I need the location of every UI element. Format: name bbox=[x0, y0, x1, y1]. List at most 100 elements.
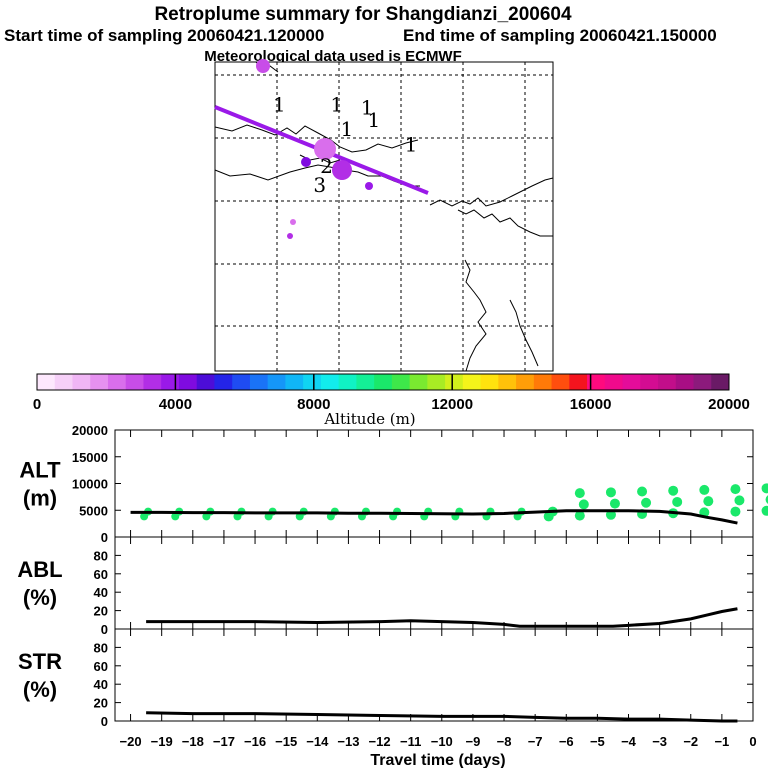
x-tick-label: −9 bbox=[465, 734, 480, 749]
colorbar-swatch bbox=[107, 374, 127, 390]
colorbar-swatch bbox=[125, 374, 144, 390]
y-axis-label-str: (%) bbox=[23, 677, 57, 702]
map-marker-label: 1 bbox=[361, 96, 374, 120]
altitude-dot bbox=[578, 499, 589, 510]
altitude-dot bbox=[699, 484, 710, 495]
y-tick-label: 0 bbox=[101, 530, 108, 545]
x-tick-label: −1 bbox=[714, 734, 729, 749]
colorbar-swatch bbox=[338, 374, 357, 390]
altitude-dot bbox=[765, 495, 768, 504]
colorbar-swatch bbox=[37, 374, 56, 390]
x-tick-label: −7 bbox=[528, 734, 543, 749]
map-marker-label: 3 bbox=[313, 173, 326, 197]
colorbar-tick-label: 0 bbox=[33, 396, 41, 413]
colorbar-swatch bbox=[196, 374, 215, 390]
colorbar-swatch bbox=[374, 374, 393, 390]
panel-frame-alt bbox=[114, 429, 754, 538]
map-marker-label: 1 bbox=[330, 92, 343, 116]
map-marker-label: 1 bbox=[340, 117, 353, 141]
colorbar-swatch bbox=[658, 374, 677, 390]
plume-blob bbox=[256, 59, 270, 73]
colorbar-swatch bbox=[640, 374, 659, 390]
y-tick-label: 20 bbox=[94, 696, 108, 711]
x-tick-label: −20 bbox=[120, 734, 142, 749]
met-data-label: Meteorological data used is ECMWF bbox=[204, 48, 462, 65]
x-tick-label: −8 bbox=[497, 734, 512, 749]
end-time-label: End time of sampling 20060421.150000 bbox=[403, 26, 717, 45]
x-axis-label: Travel time (days) bbox=[370, 752, 505, 768]
altitude-dot bbox=[761, 483, 768, 494]
colorbar-tick-label: 4000 bbox=[159, 396, 192, 413]
colorbar-swatch bbox=[232, 374, 251, 390]
time-series-panels: 0 5000 10000 15000 20000 ALT (m) 0 20 40 60 80 ABL (%… bbox=[17, 423, 768, 749]
colorbar-swatch bbox=[551, 374, 570, 390]
colorbar-swatch bbox=[533, 374, 553, 390]
x-tick-label: −2 bbox=[683, 734, 698, 749]
colorbar-swatch bbox=[516, 374, 535, 390]
x-tick-label: −13 bbox=[337, 734, 359, 749]
colorbar-swatch bbox=[462, 374, 482, 390]
colorbar-swatch bbox=[267, 374, 286, 390]
colorbar-label: Altitude (m) bbox=[323, 410, 415, 428]
plume-blob bbox=[290, 219, 296, 225]
colorbar-swatch bbox=[249, 374, 269, 390]
y-tick-label: 20000 bbox=[72, 423, 108, 438]
colorbar-swatch bbox=[445, 374, 464, 390]
y-tick-label: 80 bbox=[94, 548, 108, 563]
altitude-dot bbox=[609, 498, 620, 509]
str-line bbox=[146, 711, 738, 723]
altitude-dot bbox=[730, 506, 741, 517]
y-tick-label: 0 bbox=[101, 714, 108, 729]
plume-blob bbox=[365, 182, 373, 190]
x-tick-label: −6 bbox=[559, 734, 574, 749]
altitude-dot bbox=[730, 484, 741, 495]
panel-frame-abl bbox=[114, 536, 754, 630]
colorbar-swatch bbox=[711, 374, 730, 390]
colorbar-swatch bbox=[54, 374, 73, 390]
colorbar-swatch bbox=[72, 374, 91, 390]
plume-blob bbox=[314, 138, 336, 160]
colorbar-swatch bbox=[427, 374, 446, 390]
y-tick-label: 40 bbox=[94, 585, 108, 600]
x-tick-label: −18 bbox=[182, 734, 204, 749]
x-tick-label: −12 bbox=[369, 734, 391, 749]
x-tick-label: −17 bbox=[213, 734, 235, 749]
colorbar-tick-label: 20000 bbox=[708, 396, 750, 413]
colorbar-swatch bbox=[693, 374, 712, 390]
colorbar-swatch bbox=[214, 374, 233, 390]
altitude-dots bbox=[140, 483, 768, 522]
colorbar-swatch bbox=[604, 374, 624, 390]
colorbar-tick-label: 12000 bbox=[431, 396, 473, 413]
colorbar-swatch bbox=[409, 374, 428, 390]
altitude-dot bbox=[668, 485, 679, 496]
y-tick-label: 5000 bbox=[79, 503, 108, 518]
altitude-mean-line bbox=[130, 509, 738, 525]
x-tick-label: −4 bbox=[621, 734, 637, 749]
colorbar-tick-label: 16000 bbox=[570, 396, 612, 413]
abl-line bbox=[146, 607, 738, 628]
x-tick-label: −11 bbox=[400, 734, 421, 749]
start-time-label: Start time of sampling 20060421.120000 bbox=[4, 26, 324, 45]
x-tick-label: −5 bbox=[590, 734, 605, 749]
x-tick-label: 0 bbox=[749, 734, 756, 749]
map-marker-label: 1 bbox=[367, 108, 380, 132]
altitude-dot bbox=[672, 496, 683, 507]
colorbar-swatch bbox=[161, 374, 180, 390]
altitude-dot bbox=[641, 497, 652, 508]
y-tick-label: 10000 bbox=[72, 477, 108, 492]
x-tick-label: −16 bbox=[244, 734, 266, 749]
colorbar-swatch bbox=[356, 374, 375, 390]
colorbar-swatch bbox=[303, 374, 322, 390]
y-tick-label: 60 bbox=[94, 659, 108, 674]
x-tick-label: −15 bbox=[275, 734, 297, 749]
altitude-dot bbox=[574, 488, 585, 499]
plume-blob bbox=[287, 233, 293, 239]
colorbar-frame bbox=[36, 373, 730, 391]
colorbar-swatch bbox=[569, 374, 588, 390]
y-tick-label: 40 bbox=[94, 677, 108, 692]
altitude-colorbar: 0 4000 8000 12000 16000 20000 bbox=[33, 373, 750, 413]
colorbar-swatch bbox=[285, 374, 304, 390]
colorbar-swatch bbox=[320, 374, 340, 390]
